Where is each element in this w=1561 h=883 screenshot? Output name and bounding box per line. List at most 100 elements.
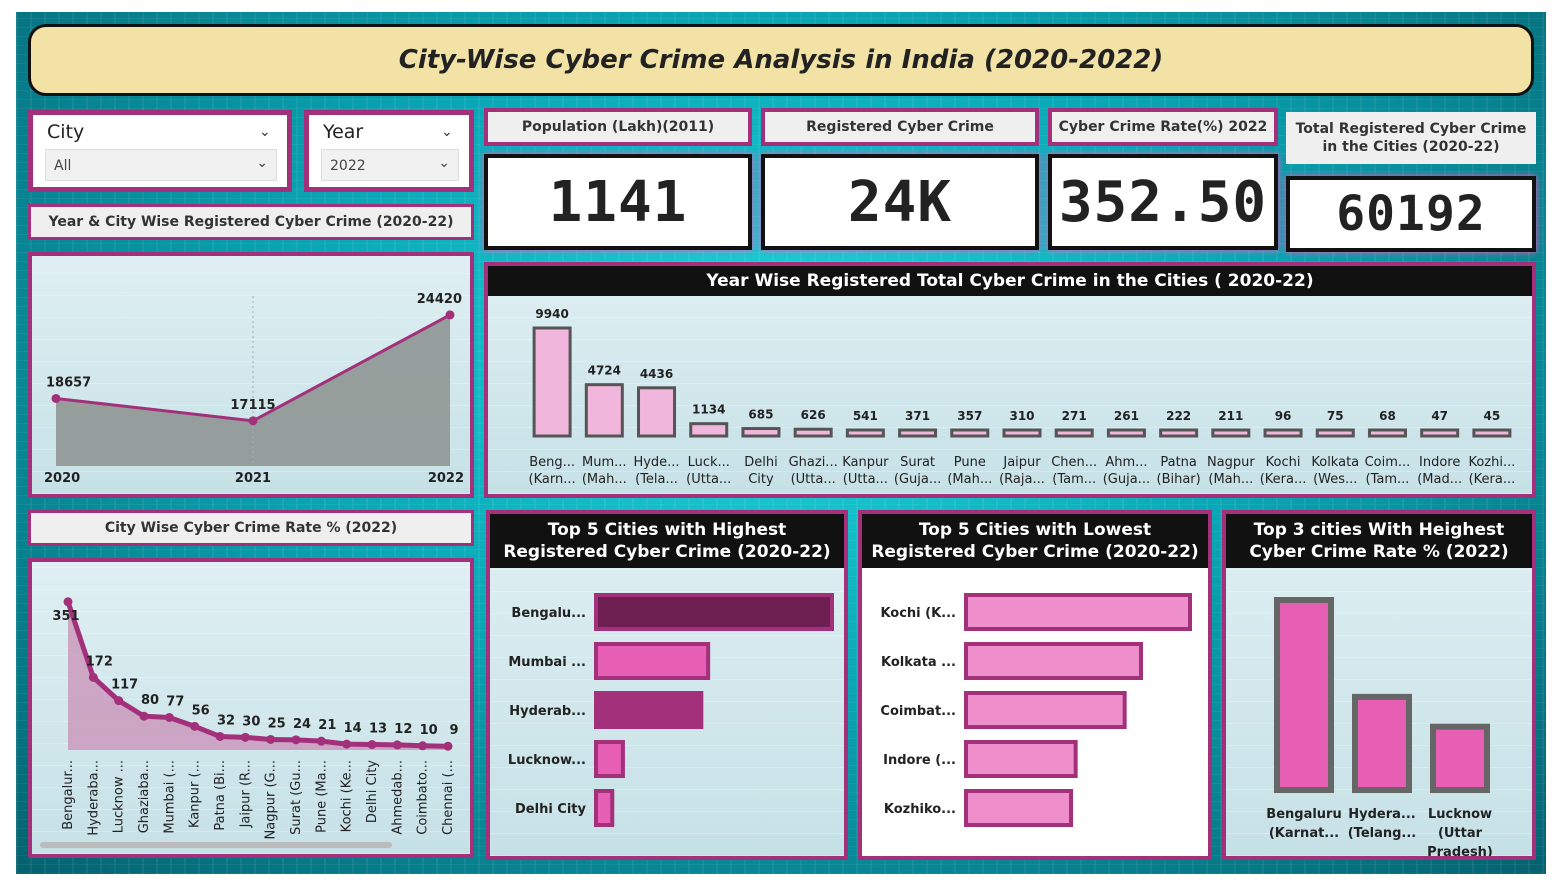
x-tick-label: Kochi (Ke...	[340, 760, 355, 832]
data-label: 14	[344, 721, 362, 736]
bar	[898, 428, 938, 438]
bar	[1106, 428, 1146, 438]
top5-low-chart: Kochi (K... Kolkata ... Coimbat... Indore (…	[880, 593, 1192, 827]
dashboard-canvas: City-Wise Cyber Crime Analysis in India …	[16, 12, 1546, 874]
x-tick-label: Mumbai (...	[162, 760, 177, 834]
data-point	[418, 741, 428, 751]
city-total-chart: 9940 Beng... (Karn... 4724 Mum... (Mah... 4436…	[529, 307, 1516, 487]
data-label: 24	[293, 717, 311, 732]
year-dropdown-value: 2022	[330, 158, 366, 174]
bar	[1367, 428, 1407, 438]
data-label: 77	[166, 694, 184, 709]
x-tick-label: Pune (Mah...	[947, 455, 992, 487]
data-label: 310	[1009, 409, 1034, 423]
kpi-population-card: 1141	[484, 154, 752, 250]
x-tick-label: Patna (Bihar)	[1157, 455, 1201, 487]
bar	[964, 740, 1078, 778]
x-tick-label: Ghaziaba...	[137, 760, 152, 833]
x-tick-label: Nagpur (Mah...	[1207, 455, 1255, 487]
bar	[594, 691, 704, 729]
bar	[1211, 428, 1251, 438]
data-label: 261	[1114, 409, 1139, 423]
data-label: 75	[1327, 409, 1344, 423]
top5-low-title: Top 5 Cities with Lowest Registered Cybe…	[862, 514, 1208, 568]
y-tick-label: Hyderab...	[509, 704, 586, 719]
bar	[950, 428, 990, 438]
data-label: 9	[449, 723, 458, 738]
data-point	[215, 731, 225, 741]
data-label: 13	[369, 722, 387, 737]
data-label: 9940	[535, 307, 568, 321]
city-slicer[interactable]: City ⌄ All ⌄	[28, 110, 292, 192]
bar	[845, 428, 885, 438]
x-tick-label: Bengalur...	[61, 760, 76, 830]
data-label: 10	[420, 723, 438, 738]
data-point	[51, 393, 61, 403]
year-slicer[interactable]: Year ⌄ 2022 ⌄	[304, 110, 474, 192]
data-point	[392, 740, 402, 750]
x-tick-label: Hydera... (Telang...	[1348, 807, 1417, 841]
data-point	[445, 310, 455, 320]
bar	[1002, 428, 1042, 438]
x-tick-label: Pune (Ma...	[314, 760, 329, 833]
x-tick-label: Kanpur (...	[188, 760, 203, 828]
x-tick-label: Kochi (Kera...	[1260, 455, 1307, 487]
chevron-down-icon[interactable]: ⌄	[441, 123, 453, 139]
data-label: 271	[1062, 409, 1087, 423]
y-tick-label: Kolkata ...	[881, 655, 956, 670]
x-tick-label: 2022	[428, 471, 464, 486]
y-tick-label: Indore (...	[883, 753, 956, 768]
data-label: 30	[242, 714, 260, 729]
kpi-population-value: 1141	[548, 169, 688, 235]
bar	[594, 740, 625, 778]
data-label: 96	[1275, 409, 1292, 423]
data-label: 25	[268, 716, 286, 731]
bar	[1472, 428, 1512, 438]
kpi-rate-value: 352.50	[1058, 169, 1268, 235]
top3-rate-panel: Top 3 cities With Heighest Cyber Crime R…	[1222, 510, 1536, 860]
series-line	[65, 601, 449, 749]
bar	[594, 642, 711, 680]
data-label: 24420	[417, 292, 462, 307]
x-tick-label: Nagpur (G...	[264, 760, 279, 839]
bar	[1263, 428, 1303, 438]
x-tick-label: Jaipur (Raja...	[999, 455, 1045, 487]
data-label: 371	[905, 409, 930, 423]
y-tick-label: Lucknow...	[508, 753, 586, 768]
kpi-total-card: 60192	[1286, 176, 1536, 252]
data-point	[248, 416, 258, 426]
data-point	[367, 740, 377, 750]
chevron-down-icon[interactable]: ⌄	[259, 123, 271, 139]
year-slicer-label: Year	[323, 121, 364, 143]
y-tick-label: Coimbat...	[880, 704, 956, 719]
x-tick-label: Jaipur (R...	[238, 760, 253, 828]
data-point	[266, 734, 276, 744]
data-label: 211	[1218, 409, 1243, 423]
kpi-registered-value: 24K	[847, 169, 953, 235]
data-point	[316, 736, 326, 746]
x-tick-label: Coimbato...	[416, 760, 431, 835]
scrollbar	[40, 842, 392, 848]
city-total-panel: Year Wise Registered Total Cyber Crime i…	[484, 262, 1536, 498]
year-trend-chart: 18657 2020 17115 2021 24420 2022	[44, 292, 464, 486]
year-city-panel-title: Year & City Wise Registered Cyber Crime …	[28, 204, 474, 240]
year-dropdown[interactable]: 2022 ⌄	[321, 149, 459, 181]
top5-high-panel: Top 5 Cities with Highest Registered Cyb…	[486, 510, 848, 860]
city-total-title: Year Wise Registered Total Cyber Crime i…	[488, 266, 1532, 296]
city-dropdown[interactable]: All ⌄	[45, 149, 277, 181]
data-point	[63, 597, 73, 607]
data-label: 117	[111, 678, 138, 693]
data-point	[190, 721, 200, 731]
chevron-down-icon[interactable]: ⌄	[438, 155, 450, 171]
bar	[637, 386, 677, 438]
chevron-down-icon[interactable]: ⌄	[256, 155, 268, 171]
bar	[584, 383, 624, 438]
data-label: 18657	[46, 375, 91, 390]
kpi-population-label: Population (Lakh)(2011)	[484, 108, 752, 146]
data-point	[164, 712, 174, 722]
x-tick-label: Kolkata (Wes...	[1311, 455, 1359, 487]
x-tick-label: Lucknow ...	[112, 760, 127, 833]
x-tick-label: Lucknow (Uttar Pradesh)	[1427, 807, 1493, 856]
data-label: 685	[748, 408, 773, 422]
data-label: 172	[86, 654, 113, 669]
